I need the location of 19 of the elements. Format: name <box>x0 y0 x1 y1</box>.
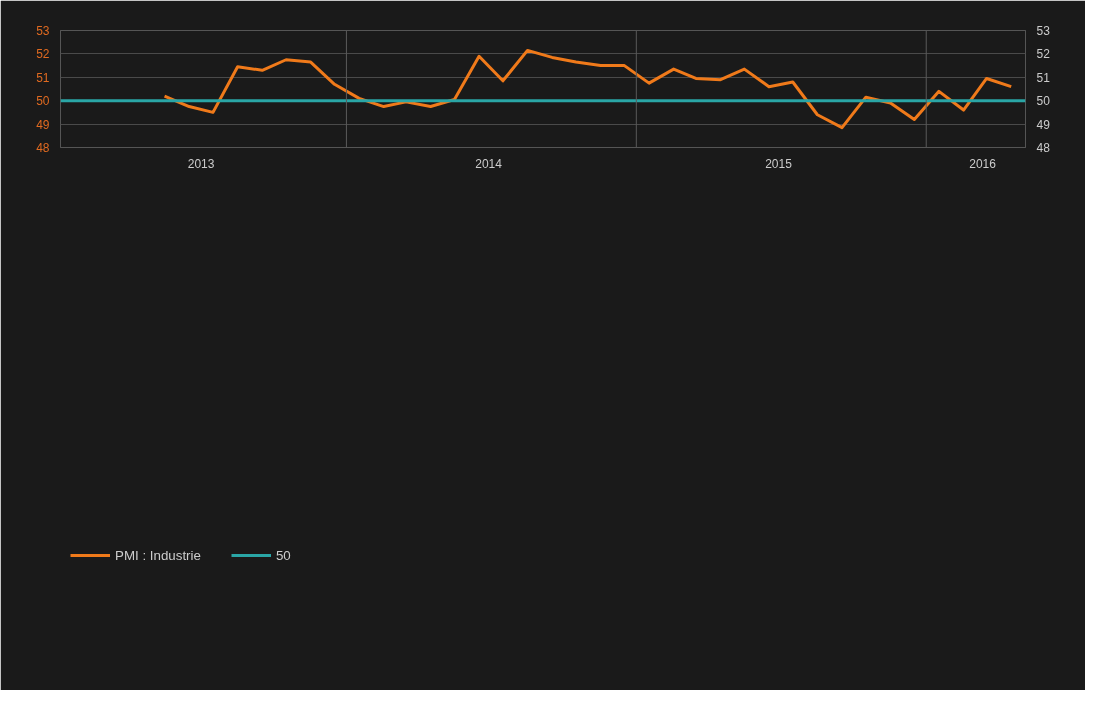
y2-tick-label: 51 <box>1036 70 1051 85</box>
y-tick-label: 52 <box>36 47 50 62</box>
x-tick-label: 2014 <box>475 156 503 171</box>
y-tick-label: 53 <box>36 24 50 38</box>
y2-tick-label: 50 <box>1036 94 1051 109</box>
y2-tick-label: 48 <box>1036 141 1051 155</box>
y-tick-label: 48 <box>36 141 50 155</box>
y2-tick-label: 52 <box>1036 47 1051 62</box>
y-tick-label: 50 <box>36 94 50 109</box>
line-series <box>163 48 1013 130</box>
x-tick-label: 2016 <box>969 156 997 171</box>
legend-label: PMI : Industrie <box>115 547 201 563</box>
legend-label: 50 <box>275 547 292 563</box>
y2-tick-label: 53 <box>1036 24 1051 38</box>
x-tick-label: 2015 <box>765 156 793 171</box>
y-tick-label: 49 <box>36 117 50 132</box>
x-tick-label: 2013 <box>187 156 215 171</box>
y2-tick-label: 49 <box>1036 117 1051 132</box>
y-tick-label: 51 <box>36 70 50 85</box>
